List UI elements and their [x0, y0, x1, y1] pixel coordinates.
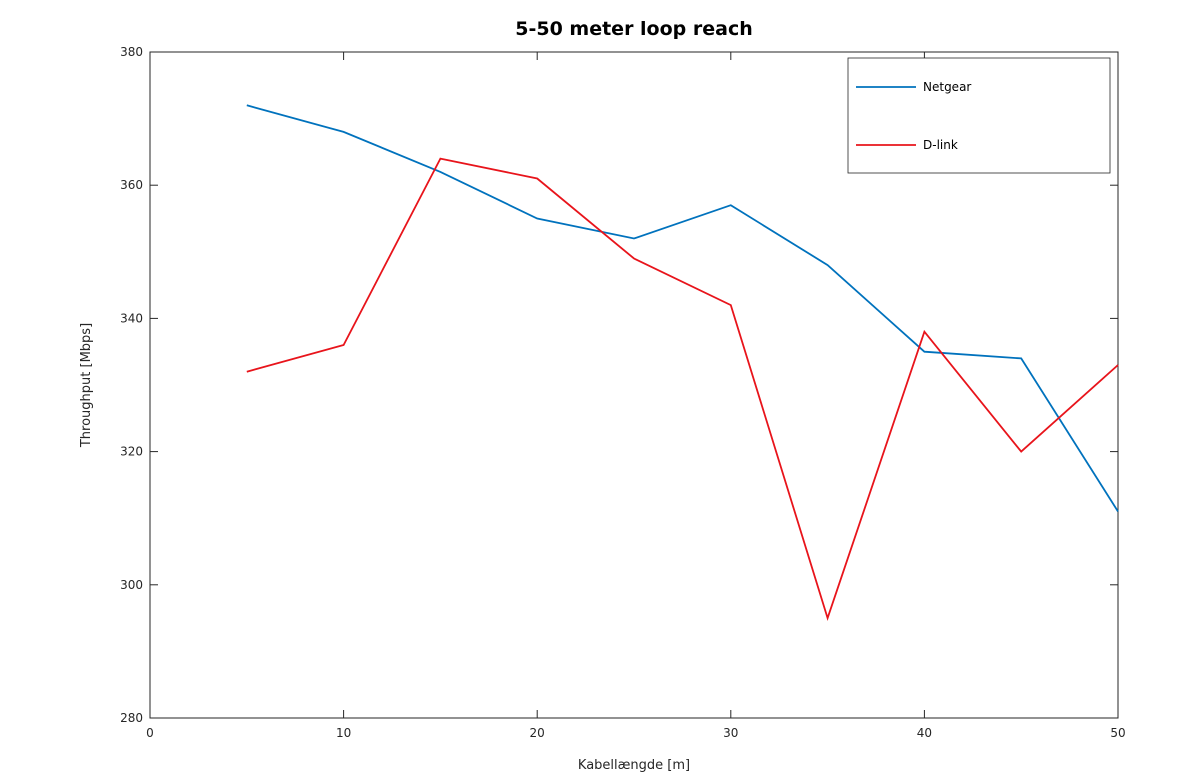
- y-axis: 280 300 320 340 360 380: [120, 45, 1118, 725]
- x-tick-label: 50: [1110, 726, 1125, 740]
- y-tick-label: 360: [120, 178, 143, 192]
- y-tick-label: 380: [120, 45, 143, 59]
- y-axis-label: Throughput [Mbps]: [79, 323, 94, 448]
- legend-box: [847, 57, 1111, 174]
- y-tick-label: 280: [120, 711, 143, 725]
- chart-title: 5-50 meter loop reach: [515, 18, 753, 40]
- x-tick-label: 0: [146, 726, 154, 740]
- legend: Netgear D-link: [847, 57, 1111, 174]
- legend-label-netgear: Netgear: [923, 80, 971, 94]
- legend-label-d-link: D-link: [923, 138, 958, 152]
- series-line-d-link: [246, 157, 1119, 622]
- x-tick-label: 20: [530, 726, 545, 740]
- y-tick-label: 320: [120, 445, 143, 459]
- series-layer: [246, 104, 1119, 622]
- y-tick-label: 300: [120, 578, 143, 592]
- y-tick-label: 340: [120, 311, 143, 325]
- x-axis-label: Kabellængde [m]: [578, 758, 690, 773]
- x-axis: 0 10 20 30 40 50: [146, 52, 1126, 740]
- x-tick-label: 10: [336, 726, 351, 740]
- x-tick-label: 40: [917, 726, 932, 740]
- x-tick-label: 30: [723, 726, 738, 740]
- series-line-netgear: [246, 104, 1119, 512]
